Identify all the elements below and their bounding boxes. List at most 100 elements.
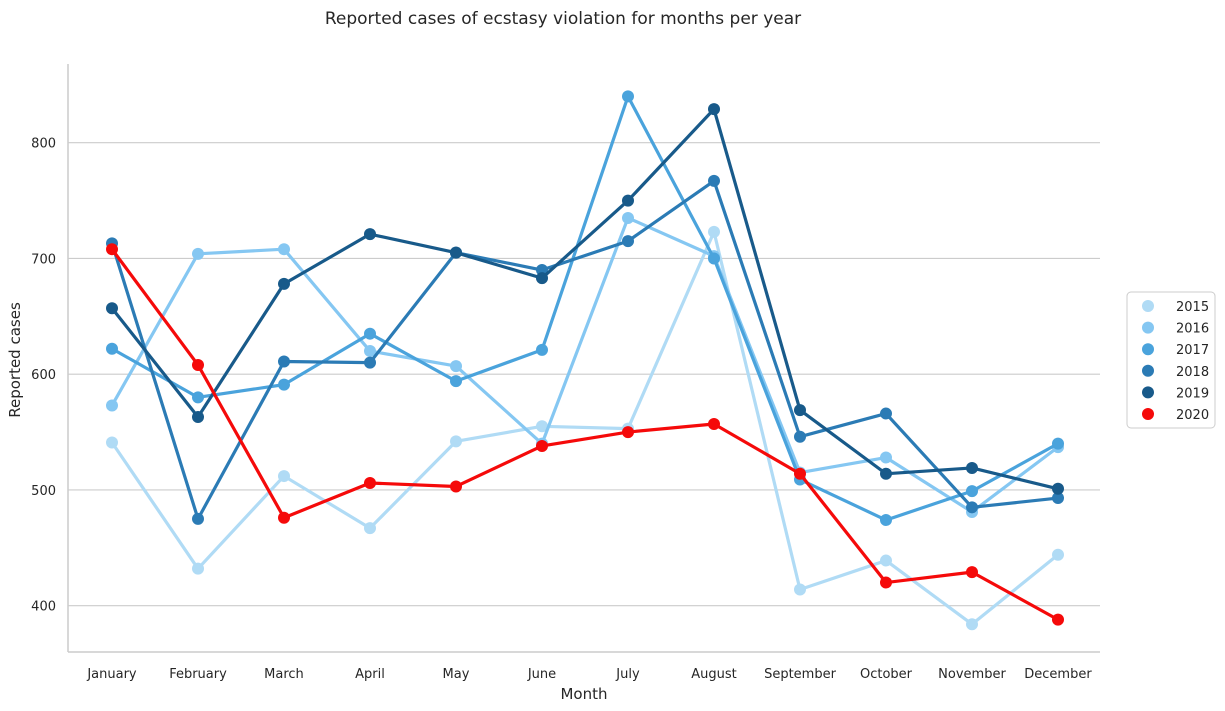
point-2015-November (966, 618, 978, 631)
point-2020-March (278, 511, 290, 524)
series-group (106, 90, 1064, 631)
point-2020-December (1052, 613, 1064, 626)
point-2020-November (966, 566, 978, 579)
point-2016-March (278, 243, 290, 256)
series-line-2015 (110, 230, 1060, 626)
legend-label-2018: 2018 (1176, 365, 1209, 380)
y-tick-label: 500 (31, 484, 56, 499)
point-2016-May (450, 360, 462, 373)
legend-marker-2019 (1142, 386, 1154, 399)
point-2017-June (536, 343, 548, 356)
axes (67, 64, 1100, 653)
point-2020-February (192, 358, 204, 371)
y-tick-label: 600 (31, 368, 56, 383)
point-2020-September (794, 467, 806, 480)
point-2020-April (364, 477, 376, 490)
point-2015-June (536, 420, 548, 433)
x-tick-label: June (527, 667, 556, 682)
point-2018-April (364, 356, 376, 369)
point-2019-April (364, 228, 376, 241)
series-line-2018 (110, 179, 1060, 521)
x-tick-label: October (860, 667, 913, 682)
y-tick-label: 700 (31, 252, 56, 267)
point-2019-September (794, 404, 806, 417)
legend: 2015 2016 2017 2018 2019 2020 (1126, 291, 1216, 429)
point-2020-January (106, 243, 118, 256)
x-tick-label: August (691, 667, 737, 682)
x-tick-label: November (938, 667, 1006, 682)
series-2020 (106, 243, 1064, 626)
point-2015-August (708, 225, 720, 238)
point-2015-February (192, 562, 204, 575)
point-2015-April (364, 522, 376, 535)
point-2019-February (192, 411, 204, 424)
legend-label-2017: 2017 (1176, 343, 1209, 358)
chart-title: Reported cases of ecstasy violation for … (325, 9, 801, 29)
point-2015-March (278, 470, 290, 483)
point-2015-September (794, 583, 806, 596)
series-2019 (106, 103, 1064, 495)
point-2019-November (966, 461, 978, 474)
point-2019-May (450, 246, 462, 259)
legend-marker-2017 (1142, 343, 1154, 356)
legend-label-2020: 2020 (1176, 408, 1209, 423)
point-2019-December (1052, 482, 1064, 495)
x-tick-label: April (355, 667, 385, 682)
x-tick-label: July (615, 667, 640, 682)
point-2015-January (106, 436, 118, 449)
point-2019-June (536, 272, 548, 285)
point-2017-April (364, 327, 376, 340)
point-2017-November (966, 485, 978, 498)
series-line-2016 (110, 216, 1060, 514)
point-2016-January (106, 399, 118, 412)
point-2017-March (278, 378, 290, 391)
point-2018-November (966, 501, 978, 514)
point-2019-January (106, 302, 118, 315)
point-2018-September (794, 430, 806, 443)
y-tick-label: 800 (31, 137, 56, 152)
point-2016-April (364, 345, 376, 358)
point-2020-August (708, 417, 720, 430)
point-2016-October (880, 451, 892, 464)
point-2017-August (708, 252, 720, 265)
point-2016-February (192, 247, 204, 260)
legend-label-2019: 2019 (1176, 386, 1209, 401)
legend-label-2015: 2015 (1176, 300, 1209, 315)
point-2019-August (708, 103, 720, 116)
point-2018-March (278, 355, 290, 368)
point-2016-July (622, 211, 634, 224)
series-2017 (106, 90, 1064, 527)
point-2015-October (880, 554, 892, 567)
point-2017-May (450, 375, 462, 388)
point-2019-October (880, 467, 892, 480)
point-2018-October (880, 407, 892, 420)
point-2017-February (192, 391, 204, 404)
legend-label-2016: 2016 (1176, 322, 1209, 337)
x-tick-label: February (169, 667, 227, 682)
point-2020-June (536, 439, 548, 452)
x-axis-label: Month (560, 685, 607, 703)
legend-marker-2015 (1142, 300, 1154, 312)
point-2020-May (450, 480, 462, 493)
point-2015-December (1052, 548, 1064, 561)
point-2017-October (880, 514, 892, 527)
point-2017-January (106, 342, 118, 355)
legend-marker-2018 (1142, 364, 1154, 377)
legend-marker-2020 (1142, 408, 1154, 420)
point-2019-March (278, 277, 290, 290)
point-2018-July (622, 235, 634, 248)
x-tick-label: September (764, 667, 837, 682)
point-2017-July (622, 90, 634, 103)
y-tick-labels: 400 500 600 700 800 (31, 137, 56, 615)
y-axis-label: Reported cases (6, 302, 24, 418)
point-2020-October (880, 576, 892, 589)
y-tick-label: 400 (31, 600, 56, 615)
point-2018-February (192, 512, 204, 525)
x-tick-label: May (443, 667, 470, 682)
series-line-2020 (110, 247, 1060, 622)
x-tick-labels: January February March April May June July Augu… (86, 667, 1092, 682)
series-line-2017 (110, 94, 1060, 522)
point-2017-December (1052, 437, 1064, 450)
point-2015-May (450, 435, 462, 448)
